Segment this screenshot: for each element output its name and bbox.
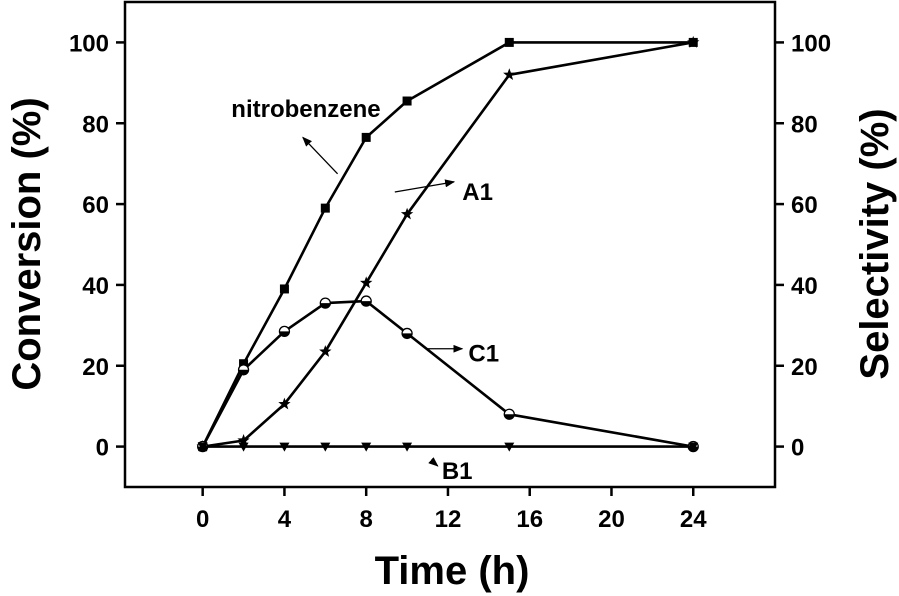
series-a1: [196, 35, 700, 452]
data-point-c1: [237, 364, 250, 376]
y-right-tick-label: 40: [791, 273, 818, 300]
marker-fill: [279, 331, 290, 337]
data-point-a1: [278, 397, 291, 410]
data-point-b1: [402, 442, 413, 452]
x-tick-label: 20: [598, 506, 625, 533]
data-point-c1: [360, 295, 372, 307]
x-tick-label: 0: [196, 506, 209, 533]
series-layer: [196, 35, 700, 453]
data-point-nitrobenzene: [239, 359, 249, 369]
series-line-nitrobenzene: [201, 41, 694, 448]
y-right-tick-label: 0: [791, 435, 804, 462]
marker-fill: [238, 369, 249, 375]
marker-fill: [361, 301, 372, 307]
data-point-c1: [278, 325, 291, 338]
marker-fill: [402, 333, 413, 339]
data-point-c1: [319, 297, 331, 309]
series-line-c1: [201, 299, 694, 448]
y-axis-left-title: Conversion (%): [5, 97, 49, 390]
annotation-arrow-nitrobenzene: [302, 136, 339, 175]
x-axis-title: Time (h): [375, 549, 530, 593]
data-point-a1: [360, 276, 373, 289]
data-point-a1: [503, 68, 516, 80]
data-point-nitrobenzene: [504, 37, 514, 47]
data-point-b1: [238, 442, 249, 452]
annotation-layer: nitrobenzene A1 C1 B1: [231, 96, 499, 485]
data-point-a1: [400, 207, 414, 220]
series-line-a1: [202, 41, 694, 448]
data-point-c1: [401, 327, 413, 340]
marker-fill: [504, 414, 515, 420]
data-point-b1: [504, 442, 515, 452]
y-right-tick-label: 60: [791, 192, 818, 219]
plot-frame: [123, 0, 777, 489]
data-point-a1: [237, 434, 250, 446]
y-right-tick-label: 20: [791, 354, 818, 381]
data-point-nitrobenzene: [361, 132, 371, 142]
annotation-label-nitrobenzene: nitrobenzene: [231, 96, 380, 123]
x-tick-label: 12: [435, 506, 462, 533]
y-right-tick-label: 100: [791, 30, 831, 57]
data-point-a1: [319, 345, 332, 357]
annotation-arrow-b1: [428, 457, 439, 467]
y-left-tick-label: 20: [82, 354, 109, 381]
y-axis-right-title: Selectivity (%): [853, 108, 897, 379]
x-tick-label: 8: [360, 506, 373, 533]
y-left-tick-label: 100: [69, 30, 109, 57]
x-tick-label: 4: [278, 506, 292, 533]
annotation-label-b1: B1: [442, 458, 473, 485]
series-c1: [197, 295, 699, 453]
data-point-b1: [197, 442, 208, 452]
ticks: 0 4 8 12 16 20 24 0 0 20 20 40 40 60 60 80 80 100 100: [69, 30, 831, 533]
x-tick-label: 16: [516, 506, 543, 533]
data-point-nitrobenzene: [279, 284, 289, 294]
annotation-label-c1: C1: [468, 341, 499, 368]
data-point-a1: [687, 35, 700, 48]
annotation-label-a1: A1: [462, 179, 493, 206]
y-left-tick-label: 0: [96, 435, 109, 462]
data-point-b1: [320, 442, 331, 452]
marker-fill: [320, 303, 331, 309]
y-left-tick-label: 80: [82, 111, 109, 138]
data-point-b1: [361, 442, 372, 452]
data-point-nitrobenzene: [320, 203, 330, 213]
y-left-tick-label: 60: [82, 192, 109, 219]
data-point-b1: [688, 442, 699, 452]
y-right-tick-label: 80: [791, 111, 818, 138]
series-b1: [197, 442, 699, 452]
x-tick-label: 24: [680, 506, 707, 533]
data-point-c1: [503, 408, 515, 420]
y-left-tick-label: 40: [82, 273, 109, 300]
data-point-nitrobenzene: [402, 96, 412, 106]
annotation-arrow-a1: [394, 179, 456, 193]
data-point-b1: [279, 442, 290, 452]
